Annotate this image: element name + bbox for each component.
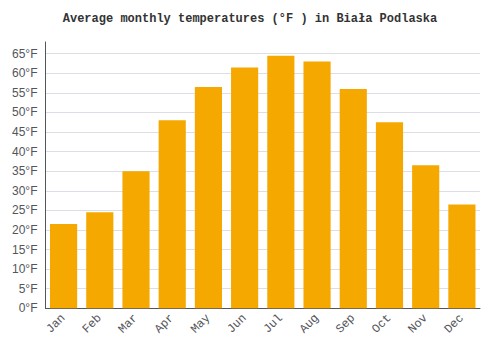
svg-text:Oct: Oct bbox=[369, 311, 394, 336]
svg-text:65°F: 65°F bbox=[12, 47, 37, 61]
svg-text:Average monthly temperatures (: Average monthly temperatures (°F ) in Bi… bbox=[63, 12, 437, 26]
svg-text:55°F: 55°F bbox=[12, 86, 37, 100]
svg-text:45°F: 45°F bbox=[12, 125, 37, 139]
svg-text:0°F: 0°F bbox=[19, 301, 38, 315]
svg-text:35°F: 35°F bbox=[12, 164, 37, 178]
svg-text:Jun: Jun bbox=[224, 311, 249, 336]
svg-text:Feb: Feb bbox=[80, 311, 105, 336]
svg-text:5°F: 5°F bbox=[19, 282, 38, 296]
svg-text:May: May bbox=[188, 311, 213, 336]
svg-text:25°F: 25°F bbox=[12, 203, 37, 217]
svg-text:Aug: Aug bbox=[297, 311, 322, 336]
svg-text:Sep: Sep bbox=[333, 311, 358, 336]
svg-text:40°F: 40°F bbox=[12, 145, 37, 159]
svg-text:60°F: 60°F bbox=[12, 66, 37, 80]
svg-text:Jul: Jul bbox=[261, 311, 286, 336]
svg-text:10°F: 10°F bbox=[12, 262, 37, 276]
svg-text:Apr: Apr bbox=[152, 311, 177, 336]
svg-text:50°F: 50°F bbox=[12, 105, 37, 119]
svg-text:Jan: Jan bbox=[43, 311, 68, 336]
svg-text:Nov: Nov bbox=[405, 311, 430, 336]
svg-text:Mar: Mar bbox=[116, 311, 141, 336]
svg-text:30°F: 30°F bbox=[12, 184, 37, 198]
svg-text:Dec: Dec bbox=[442, 311, 467, 336]
svg-text:15°F: 15°F bbox=[12, 243, 37, 257]
svg-text:20°F: 20°F bbox=[12, 223, 37, 237]
